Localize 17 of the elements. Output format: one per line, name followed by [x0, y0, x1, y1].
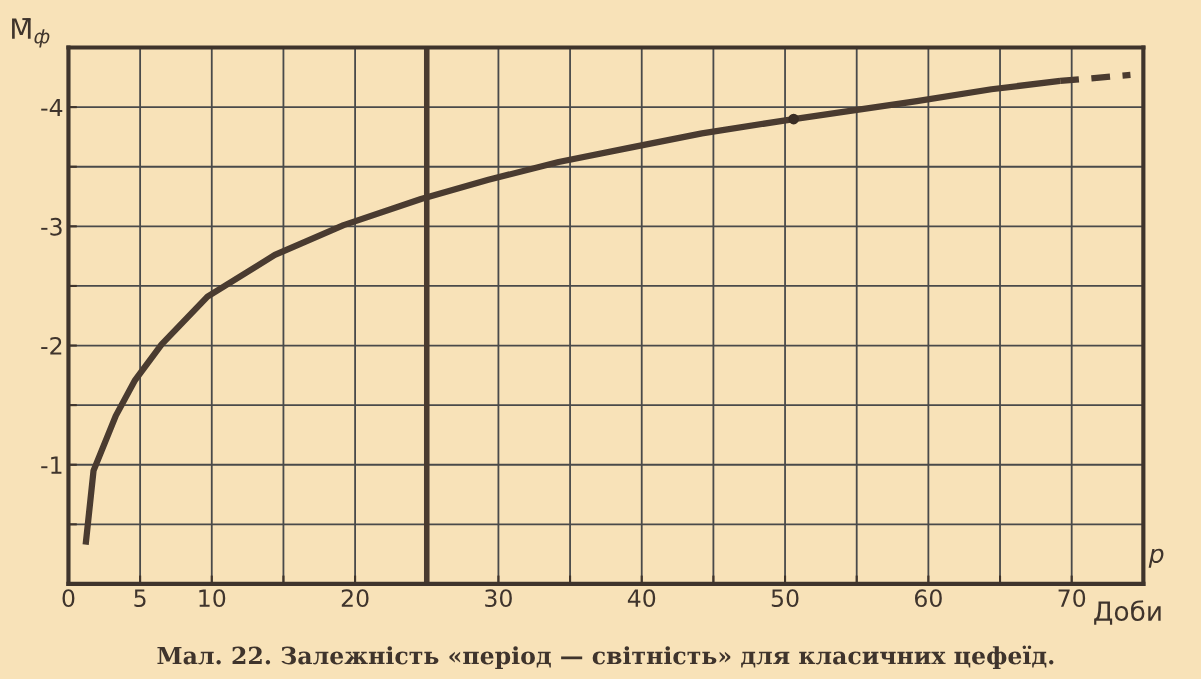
y-tick-label: -1 — [41, 456, 62, 474]
x-axis-title: p — [1148, 548, 1164, 568]
x-tick-label: 60 — [915, 589, 942, 608]
y-tick-label: -2 — [41, 336, 62, 355]
x-tick-label: 50 — [771, 589, 799, 608]
x-tick-label: 0 — [62, 589, 75, 608]
x-tick-label: 70 — [1058, 589, 1086, 608]
text: Мал. 22. Залежність «період — світність» для класичних цефеїд. — [157, 645, 1054, 670]
y-tick-label: -3 — [41, 217, 62, 236]
y-axis-title: M̄$_{ф}$ — [12, 18, 50, 48]
x-tick-label: 20 — [341, 589, 369, 608]
x-tick-label: 30 — [485, 589, 512, 608]
x-tick-label: 40 — [627, 589, 656, 608]
x-tick-label: 5 — [134, 589, 146, 608]
y-tick-label: -4 — [41, 98, 63, 117]
text: Доби — [1094, 600, 1161, 625]
x-tick-label: 10 — [199, 589, 226, 608]
